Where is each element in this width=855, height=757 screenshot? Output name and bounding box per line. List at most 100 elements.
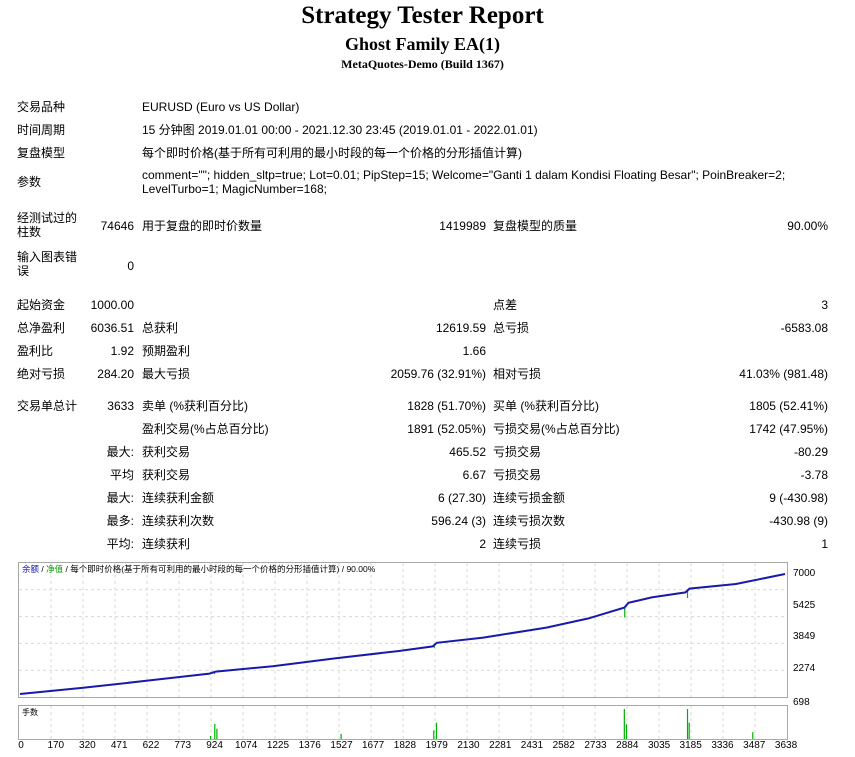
- long-positions-value: 1805 (52.41%): [749, 399, 828, 413]
- spread-label: 点差: [493, 298, 518, 312]
- deposit-label: 起始资金: [17, 298, 66, 312]
- x-tick-label: 1376: [298, 740, 321, 751]
- net-profit-value: 6036.51: [90, 321, 134, 335]
- absolute-drawdown-value: 284.20: [97, 367, 134, 381]
- x-tick-label: 2733: [584, 740, 607, 751]
- x-tick-label: 2281: [489, 740, 512, 751]
- x-tick-label: 3185: [679, 740, 702, 751]
- legend-sep: /: [39, 564, 47, 574]
- max-consecutive-loss-value: -430.98 (9): [769, 514, 828, 528]
- average-loss-value: -3.78: [800, 468, 828, 482]
- profit-trades-label: 盈利交易(%占总百分比): [142, 422, 269, 436]
- x-tick-label: 1677: [362, 740, 385, 751]
- max-consecutive-losses-value: 9 (-430.98): [769, 491, 828, 505]
- x-tick-label: 1527: [330, 740, 353, 751]
- long-positions-label: 买单 (%获利百分比): [493, 399, 599, 413]
- x-tick-label: 320: [79, 740, 96, 751]
- profit-trades-value: 1891 (52.05%): [407, 422, 486, 436]
- total-trades-label: 交易单总计: [17, 399, 78, 413]
- quality-value: 90.00%: [787, 219, 828, 233]
- max-consecutive-wins-value: 6 (27.30): [437, 491, 486, 505]
- loss-trades-label: 亏损交易(%占总百分比): [493, 422, 620, 436]
- ticks-label: 用于复盘的即时价数量: [142, 219, 263, 233]
- largest-loss-value: -80.29: [793, 445, 828, 459]
- balance-chart: 余额 / 净值 / 每个即时价格(基于所有可利用的最小时段的每一个价格的分形插值…: [18, 562, 788, 698]
- max-consecutive-wins-label: 连续获利金额: [142, 491, 215, 505]
- relative-drawdown-label: 相对亏损: [493, 367, 542, 381]
- short-positions-value: 1828 (51.70%): [407, 399, 486, 413]
- lots-max-label: 698: [793, 697, 810, 708]
- quality-label: 复盘模型的质量: [493, 219, 578, 233]
- model-value: 每个即时价格(基于所有可利用的最小时段的每一个价格的分形插值计算): [142, 146, 522, 160]
- avg-consecutive-wins-label: 连续获利: [142, 537, 191, 551]
- profit-factor-value: 1.92: [110, 344, 134, 358]
- legend-equity: 净值: [46, 564, 64, 574]
- x-tick-label: 773: [174, 740, 192, 751]
- errors-value: 0: [127, 259, 134, 273]
- report-subtitle: Ghost Family EA(1): [345, 34, 500, 54]
- expected-payoff-label: 预期盈利: [142, 344, 191, 358]
- report-title: Strategy Tester Report: [301, 2, 544, 29]
- x-tick-label: 0: [18, 740, 24, 751]
- legend-balance: 余额: [22, 564, 40, 574]
- x-tick-label: 924: [206, 740, 223, 751]
- x-tick-label: 2884: [616, 740, 639, 751]
- ticks-value: 1419989: [439, 219, 486, 233]
- average-prefix: 平均: [109, 468, 134, 482]
- x-tick-label: 2582: [552, 740, 575, 751]
- x-tick-label: 2431: [520, 740, 544, 751]
- profit-factor-label: 盈利比: [17, 344, 54, 358]
- deposit-value: 1000.00: [90, 298, 134, 312]
- report-build: MetaQuotes-Demo (Build 1367): [341, 57, 504, 71]
- average-loss-label: 亏损交易: [493, 468, 542, 482]
- relative-drawdown-value: 41.03% (981.48): [739, 367, 828, 381]
- y-tick-label: 5425: [793, 599, 816, 611]
- x-tick-label: 471: [110, 740, 128, 751]
- short-positions-label: 卖单 (%获利百分比): [142, 399, 248, 413]
- balance-line: [19, 573, 786, 695]
- x-tick-label: 1979: [425, 740, 448, 751]
- y-tick-label: 2274: [793, 662, 816, 674]
- gross-profit-value: 12619.59: [435, 321, 486, 335]
- period-value: 15 分钟图 2019.01.01 00:00 - 2021.12.30 23:…: [142, 123, 538, 137]
- largest-profit-value: 465.52: [449, 445, 486, 459]
- average-profit-label: 获利交易: [142, 468, 191, 482]
- chart-legend: 余额 / 净值 / 每个即时价格(基于所有可利用的最小时段的每一个价格的分形插值…: [22, 564, 375, 574]
- absolute-drawdown-label: 绝对亏损: [17, 367, 66, 381]
- avg-consecutive-losses-value: 1: [821, 537, 828, 551]
- average-profit-value: 6.67: [462, 468, 486, 482]
- bars-value: 74646: [100, 219, 134, 233]
- max-consecutive-profit-label: 连续获利次数: [142, 514, 215, 528]
- x-tick-label: 1074: [235, 740, 258, 751]
- x-tick-label: 3487: [743, 740, 766, 751]
- average-consecutive-prefix: 平均:: [106, 537, 134, 551]
- spread-value: 3: [821, 298, 828, 312]
- max-consecutive-loss-label: 连续亏损次数: [493, 514, 566, 528]
- model-label: 复盘模型: [17, 146, 66, 160]
- y-tick-label: 3849: [793, 631, 816, 643]
- loss-trades-value: 1742 (47.95%): [749, 422, 828, 436]
- params-value: comment=""; hidden_sltp=true; Lot=0.01; …: [142, 168, 786, 196]
- y-tick-label: 7000: [793, 568, 816, 579]
- x-tick-label: 170: [47, 740, 65, 751]
- lots-label: 手数: [22, 708, 38, 717]
- bars-label: 经测试过的柱数: [17, 211, 78, 239]
- most-prefix: 最多:: [106, 514, 134, 528]
- max-drawdown-value: 2059.76 (32.91%): [390, 367, 486, 381]
- maximum-prefix: 最大:: [106, 491, 134, 505]
- legend-description: / 每个即时价格(基于所有可利用的最小时段的每一个价格的分形插值计算) / 90…: [63, 564, 376, 574]
- max-drawdown-label: 最大亏损: [142, 367, 191, 381]
- gross-loss-label: 总亏损: [493, 321, 530, 335]
- x-tick-label: 1828: [393, 740, 417, 751]
- gross-loss-value: -6583.08: [780, 321, 828, 335]
- errors-label: 输入图表错误: [17, 250, 78, 278]
- net-profit-label: 总净盈利: [17, 321, 66, 335]
- symbol-label: 交易品种: [17, 100, 66, 114]
- balance-chart-svg: [19, 563, 787, 697]
- x-tick-label: 2130: [457, 740, 480, 751]
- largest-loss-label: 亏损交易: [493, 445, 542, 459]
- largest-profit-label: 获利交易: [142, 445, 191, 459]
- total-trades-value: 3633: [107, 399, 134, 413]
- expected-payoff-value: 1.66: [462, 344, 486, 358]
- symbol-value: EURUSD (Euro vs US Dollar): [142, 100, 300, 114]
